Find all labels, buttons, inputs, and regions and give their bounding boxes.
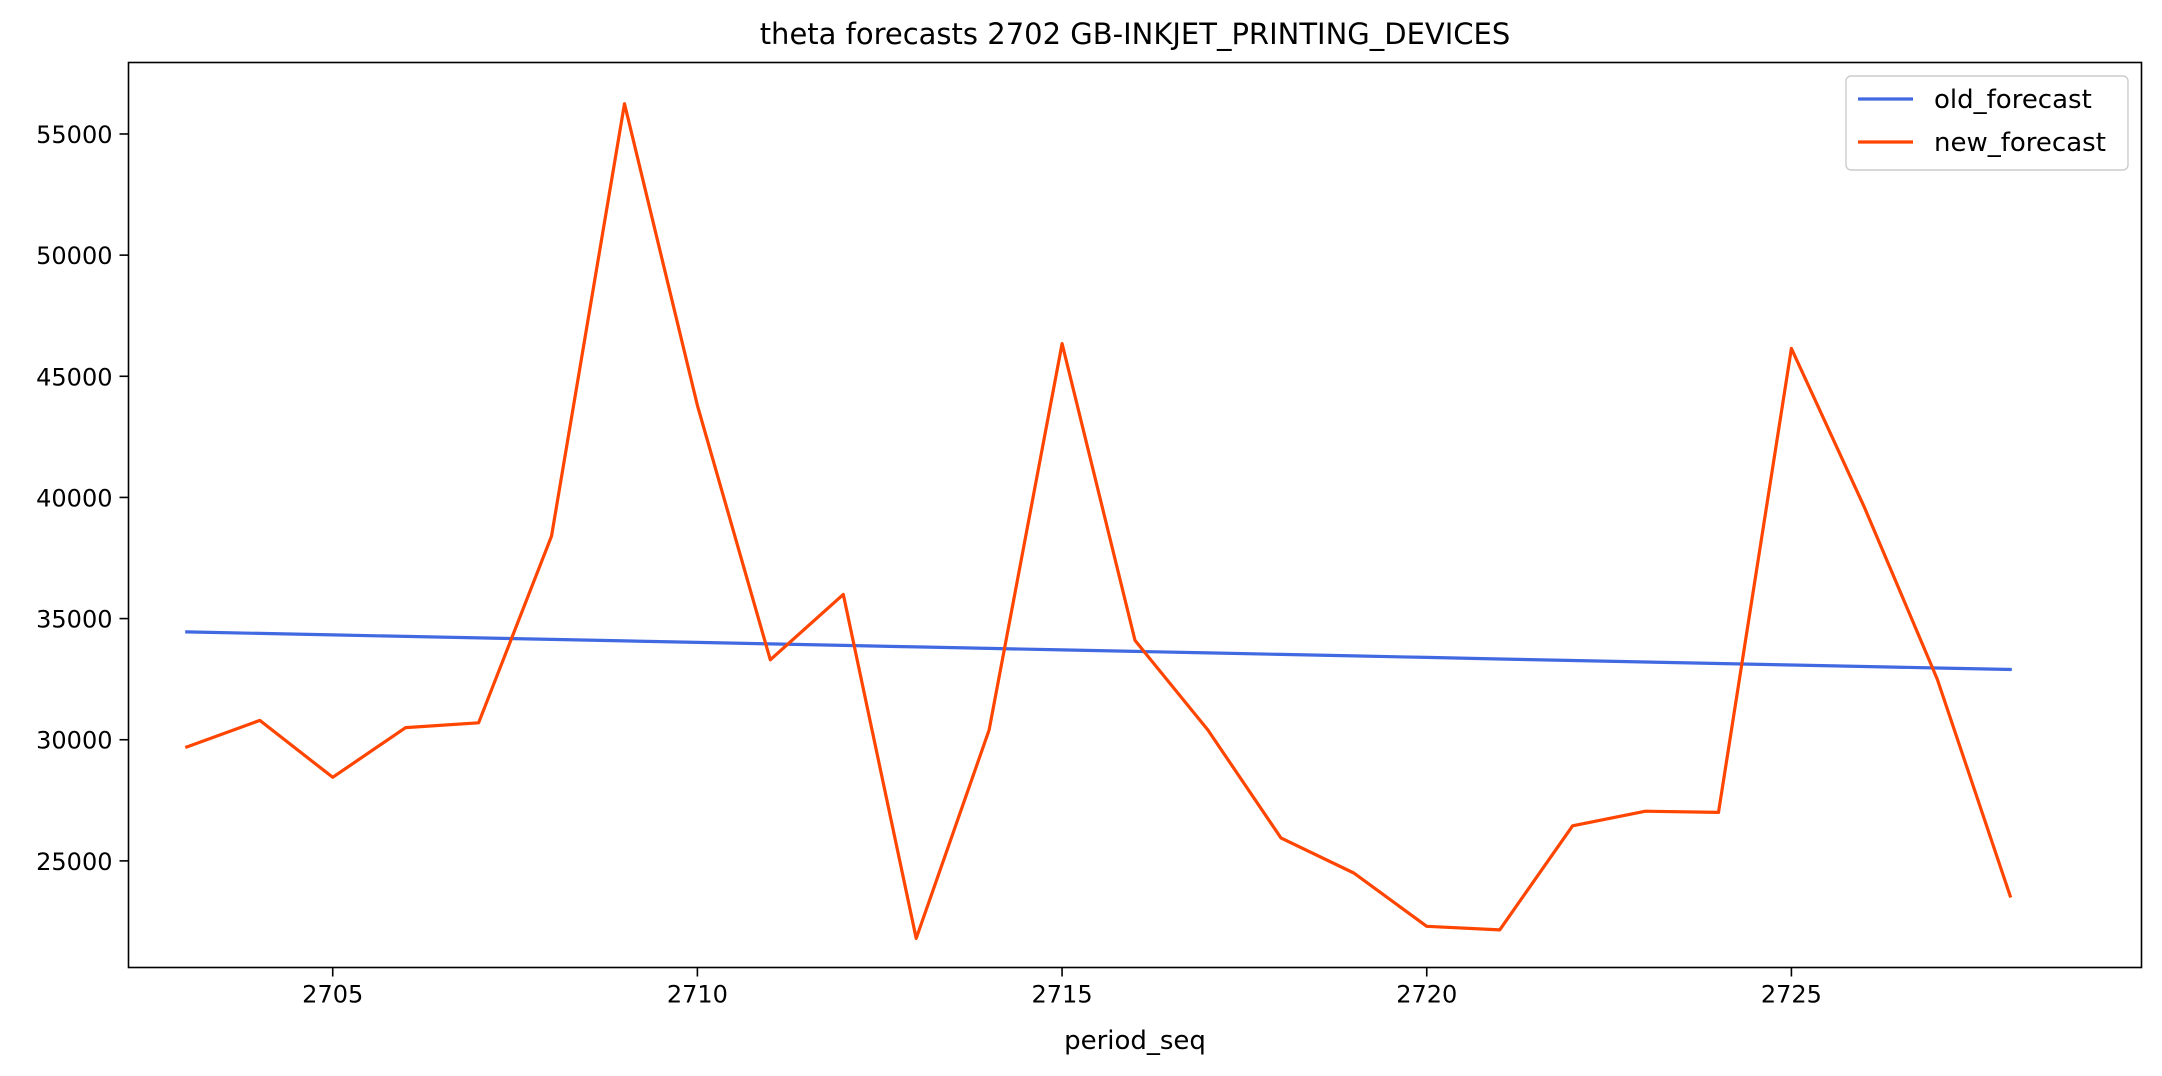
chart-title: theta forecasts 2702 GB-INKJET_PRINTING_… — [760, 17, 1511, 51]
legend-label-old-forecast: old_forecast — [1934, 85, 2092, 115]
legend: old_forecast new_forecast — [1845, 75, 2129, 171]
x-tick-label: 2720 — [1396, 981, 1457, 1009]
y-tick-label: 35000 — [36, 606, 112, 634]
y-tick-label: 25000 — [36, 848, 112, 876]
x-tick-label: 2715 — [1032, 981, 1093, 1009]
x-axis-label: period_seq — [1064, 1026, 1206, 1056]
series-line-old-forecast — [185, 630, 2012, 672]
plot-frame — [127, 61, 2143, 969]
legend-box — [1845, 75, 2129, 171]
y-tick-label: 40000 — [36, 484, 112, 512]
y-tick-label: 45000 — [36, 363, 112, 391]
x-tick-label: 2710 — [667, 981, 728, 1009]
y-tick-label: 55000 — [36, 121, 112, 149]
plot-area — [184, 102, 2013, 941]
y-tick-label: 50000 — [36, 242, 112, 270]
series-line-new-forecast — [184, 102, 2013, 941]
y-tick-label: 30000 — [36, 727, 112, 755]
x-axis: 2705 2710 2715 2720 2725 — [302, 967, 1822, 1009]
legend-label-new-forecast: new_forecast — [1934, 128, 2106, 158]
y-axis: 25000 30000 35000 40000 45000 50000 55000 — [36, 121, 129, 876]
x-tick-label: 2705 — [302, 981, 363, 1009]
x-tick-label: 2725 — [1761, 981, 1822, 1009]
